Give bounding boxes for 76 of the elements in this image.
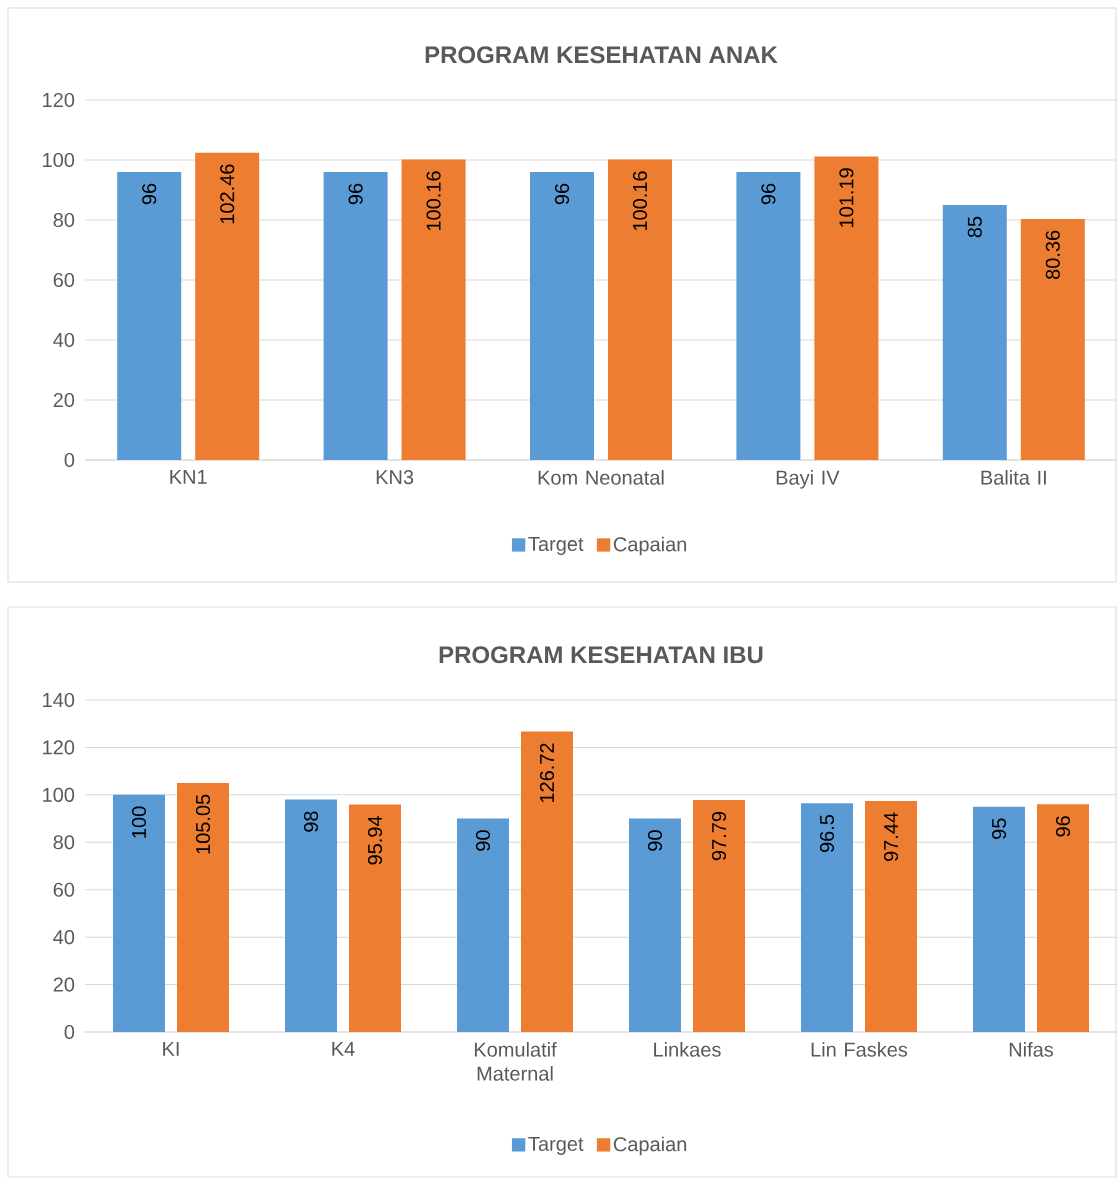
y-tick-label: 0 <box>64 452 74 468</box>
data-label: 105.05 <box>195 794 210 854</box>
bar <box>972 806 1025 1032</box>
data-label: 90 <box>475 830 490 851</box>
x-tick-label: Bayi IV <box>776 470 840 489</box>
x-tick-label: KN1 <box>170 470 207 484</box>
bar <box>1036 804 1089 1032</box>
data-label: 101.19 <box>839 168 854 227</box>
x-tick-label: Balita II <box>981 470 1046 485</box>
y-tick-label: 40 <box>52 930 74 945</box>
y-tick-label: 80 <box>53 835 74 850</box>
y-tick-label: 0 <box>64 1024 74 1040</box>
data-label: 95.94 <box>367 816 382 865</box>
x-tick-label: KI <box>162 1042 179 1056</box>
bar <box>607 159 672 460</box>
y-tick-label: 40 <box>52 332 74 348</box>
y-tick-label: 100 <box>42 152 74 168</box>
bar <box>112 794 165 1032</box>
bar <box>348 804 401 1032</box>
data-label: 98 <box>303 811 318 832</box>
data-label: 126.72 <box>539 743 554 803</box>
chart-title: PROGRAM KESEHATAN IBU <box>439 646 763 664</box>
y-tick-label: 100 <box>42 787 74 802</box>
data-label: 80.36 <box>1045 230 1060 280</box>
y-tick-label: 20 <box>53 977 74 992</box>
data-label: 100 <box>131 806 146 838</box>
bar <box>529 171 594 460</box>
bar <box>116 171 181 460</box>
data-label: 96 <box>554 183 569 205</box>
x-tick-label: Linkaes <box>653 1042 721 1057</box>
y-tick-label: 140 <box>42 692 74 708</box>
legend-label: Capaian <box>613 1136 686 1156</box>
data-label: 97.44 <box>883 812 898 861</box>
bar <box>814 156 879 460</box>
bar <box>520 731 573 1032</box>
data-label: 96.5 <box>819 814 834 853</box>
x-tick-label: Kom Neonatal <box>538 470 664 485</box>
bar <box>194 152 259 460</box>
bar <box>864 800 917 1032</box>
x-tick-label: K4 <box>332 1042 355 1056</box>
data-label: 100.16 <box>426 171 441 231</box>
bar <box>456 818 509 1032</box>
data-label: 102.46 <box>219 164 235 224</box>
bar <box>284 799 337 1032</box>
x-tick-label: KN3 <box>376 470 413 485</box>
x-tick-label: Komulatif Maternal <box>474 1042 557 1081</box>
x-tick-label: Nifas <box>1009 1042 1053 1057</box>
bar <box>736 171 801 460</box>
data-label: 96 <box>141 183 157 205</box>
data-label: 96 <box>348 183 363 205</box>
legend-label: Target <box>528 537 584 555</box>
bar <box>628 818 681 1032</box>
x-tick-label: Lin Faskes <box>811 1042 907 1057</box>
legend-label: Target <box>528 1137 584 1155</box>
bar <box>401 159 466 460</box>
data-label: 85 <box>967 216 982 238</box>
chart-title: PROGRAM KESEHATAN ANAK <box>425 46 778 64</box>
y-tick-label: 60 <box>53 882 74 897</box>
legend-label: Capaian <box>613 536 686 556</box>
bar <box>942 204 1007 460</box>
data-label: 90 <box>647 830 662 851</box>
bar <box>692 800 745 1032</box>
data-label: 97.79 <box>711 811 726 861</box>
y-tick-label: 120 <box>42 740 74 755</box>
data-label: 95 <box>991 818 1006 839</box>
bar <box>323 171 388 460</box>
data-label: 100.16 <box>632 171 647 231</box>
y-tick-label: 20 <box>53 392 74 408</box>
bar <box>1020 218 1085 460</box>
y-tick-label: 80 <box>53 212 74 228</box>
data-label: 96 <box>761 183 776 205</box>
y-tick-label: 120 <box>42 92 74 108</box>
bar <box>176 782 229 1032</box>
y-tick-label: 60 <box>53 272 74 288</box>
data-label: 96 <box>1055 816 1070 837</box>
bar <box>800 803 853 1032</box>
